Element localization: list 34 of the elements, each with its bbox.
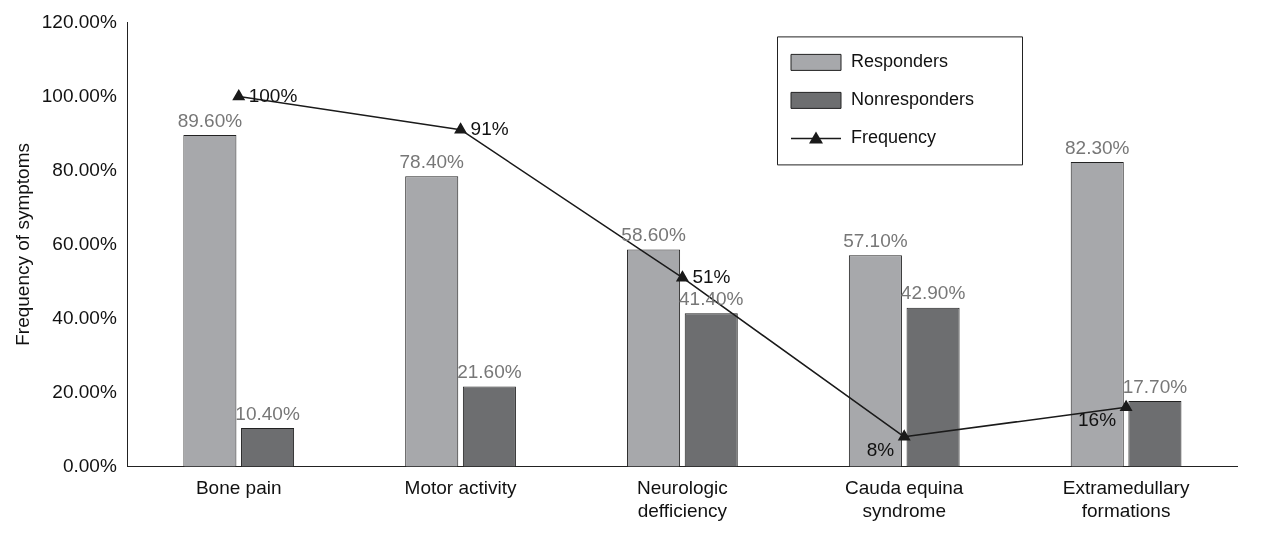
y-tick-label: 120.00%	[41, 10, 117, 32]
legend-label: Frequency	[851, 127, 937, 148]
data-label: 8%	[866, 439, 895, 461]
data-label: 58.60%	[621, 224, 686, 246]
data-label: 16%	[1078, 409, 1117, 431]
point	[676, 270, 689, 282]
data-label: 21.60%	[457, 361, 522, 383]
y-tick-label: 40.00%	[52, 306, 117, 328]
x-tick-label: Cauda equina syndrome	[845, 477, 964, 521]
data-label: 100%	[248, 84, 298, 106]
x-tick-label: Motor activity	[404, 477, 518, 499]
data-label: 89.60%	[177, 109, 243, 131]
y-tick-label: 80.00%	[52, 158, 117, 180]
y-tick-label: 20.00%	[52, 380, 117, 402]
legend-label: Responders	[851, 51, 949, 72]
point	[898, 430, 911, 441]
data-label: 10.40%	[235, 402, 300, 424]
data-label: 57.10%	[843, 229, 908, 251]
data-label: 91%	[470, 117, 509, 139]
point	[232, 89, 245, 101]
y-tick-label: 100.00%	[41, 84, 117, 106]
x-tick-label: Bone pain	[195, 477, 282, 499]
point	[454, 122, 467, 134]
data-label: 17.70%	[1122, 375, 1188, 397]
legend-label: Nonresponders	[851, 89, 975, 110]
y-tick-label: 0.00%	[62, 454, 117, 476]
data-label: 82.30%	[1065, 136, 1130, 158]
point	[1120, 400, 1133, 411]
data-label: 78.40%	[399, 151, 465, 173]
x-tick-label: Extramedullary formations	[1062, 477, 1190, 521]
x-tick-label: Neurologic defficiency	[636, 477, 728, 521]
y-axis-title: Frequency of symptoms	[11, 143, 33, 346]
data-label: 51%	[692, 265, 731, 287]
y-tick-label: 60.00%	[52, 232, 117, 254]
